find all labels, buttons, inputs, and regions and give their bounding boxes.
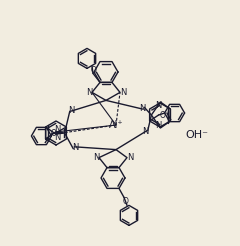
Text: O: O [50,129,56,138]
Text: N: N [69,106,75,115]
Text: N: N [155,101,162,109]
Text: OH⁻: OH⁻ [185,130,208,140]
Text: O: O [123,197,129,206]
Text: N: N [72,143,78,152]
Text: N: N [155,121,162,129]
Text: O: O [91,66,97,75]
Text: Al⁺: Al⁺ [109,120,123,130]
Text: N: N [127,153,133,162]
Text: O: O [160,110,166,120]
Text: N: N [54,133,61,141]
Text: N: N [139,104,145,113]
Text: N: N [120,88,126,97]
Text: N: N [143,127,149,136]
Text: N: N [86,88,92,97]
Text: N: N [54,124,61,134]
Text: N: N [93,153,99,162]
